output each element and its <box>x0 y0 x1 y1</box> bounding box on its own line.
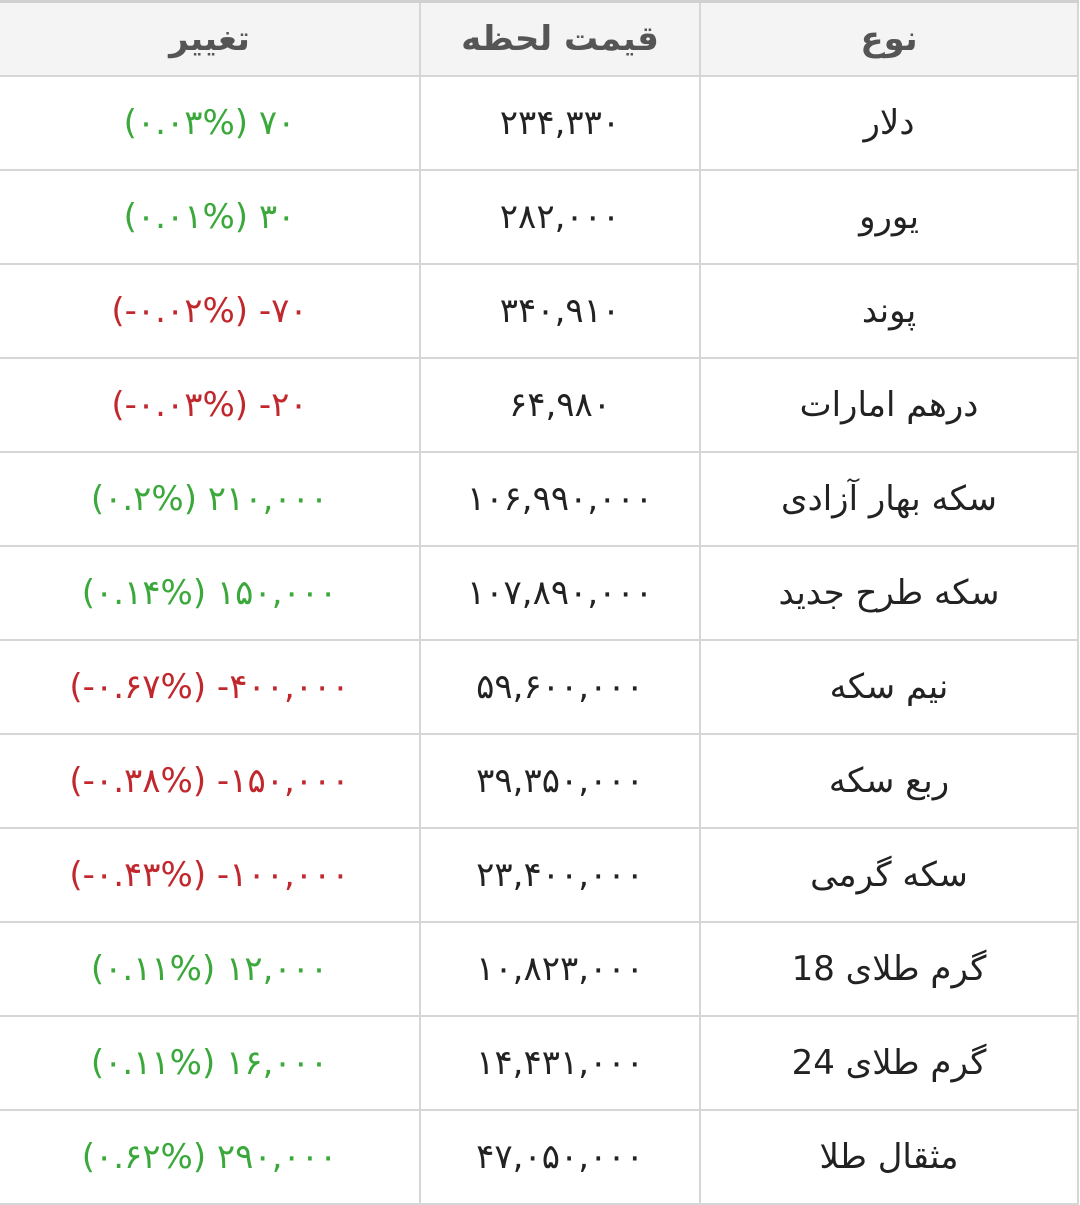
header-price: قیمت لحظه <box>419 0 701 77</box>
change-value: (۰.۰۱%) ۳۰ <box>123 197 296 237</box>
price-value: ۱۰,۸۲۳,۰۰۰ <box>476 949 644 989</box>
change-value: (-۰.۴۳%) -۱۰۰,۰۰۰ <box>69 855 350 895</box>
change-cell: (۰.۰۱%) ۳۰ <box>0 169 421 265</box>
table-row: (-۰.۴۳%) -۱۰۰,۰۰۰ ۲۳,۴۰۰,۰۰۰ سکه گرمی <box>0 827 1079 923</box>
price-cell: ۲۸۲,۰۰۰ <box>419 169 701 265</box>
type-label: ربع سکه <box>828 761 950 801</box>
table-row: (-۰.۶۷%) -۴۰۰,۰۰۰ ۵۹,۶۰۰,۰۰۰ نیم سکه <box>0 639 1079 735</box>
price-value: ۲۳۴,۳۳۰ <box>499 103 621 143</box>
price-value: ۴۷,۰۵۰,۰۰۰ <box>476 1137 644 1177</box>
type-cell: دلار <box>699 75 1079 171</box>
price-cell: ۱۰,۸۲۳,۰۰۰ <box>419 921 701 1017</box>
change-value: (۰.۲%) ۲۱۰,۰۰۰ <box>90 479 329 519</box>
table-row: (-۰.۳۸%) -۱۵۰,۰۰۰ ۳۹,۳۵۰,۰۰۰ ربع سکه <box>0 733 1079 829</box>
type-label: گرم طلای 18 <box>791 949 987 989</box>
type-label: یورو <box>859 197 919 237</box>
change-cell: (۰.۱۱%) ۱۶,۰۰۰ <box>0 1015 421 1111</box>
price-cell: ۱۰۷,۸۹۰,۰۰۰ <box>419 545 701 641</box>
change-value: (۰.۱۱%) ۱۶,۰۰۰ <box>90 1043 329 1083</box>
table-row: (۰.۱۱%) ۱۲,۰۰۰ ۱۰,۸۲۳,۰۰۰ گرم طلای 18 <box>0 921 1079 1017</box>
change-value: (-۰.۳۸%) -۱۵۰,۰۰۰ <box>69 761 350 801</box>
change-cell: (-۰.۰۳%) -۲۰ <box>0 357 421 453</box>
price-value: ۶۴,۹۸۰ <box>508 385 612 425</box>
price-cell: ۵۹,۶۰۰,۰۰۰ <box>419 639 701 735</box>
price-value: ۱۰۶,۹۹۰,۰۰۰ <box>467 479 653 519</box>
type-label: سکه بهار آزادی <box>780 479 998 519</box>
table-row: (۰.۶۲%) ۲۹۰,۰۰۰ ۴۷,۰۵۰,۰۰۰ مثقال طلا <box>0 1109 1079 1205</box>
type-cell: درهم امارات <box>699 357 1079 453</box>
change-cell: (۰.۲%) ۲۱۰,۰۰۰ <box>0 451 421 547</box>
price-value: ۳۴۰,۹۱۰ <box>499 291 621 331</box>
change-value: (۰.۱۴%) ۱۵۰,۰۰۰ <box>81 573 338 613</box>
type-cell: گرم طلای 18 <box>699 921 1079 1017</box>
change-value: (-۰.۶۷%) -۴۰۰,۰۰۰ <box>69 667 350 707</box>
type-label: سکه طرح جدید <box>778 573 1000 613</box>
type-cell: پوند <box>699 263 1079 359</box>
table-row: (۰.۲%) ۲۱۰,۰۰۰ ۱۰۶,۹۹۰,۰۰۰ سکه بهار آزادی <box>0 451 1079 547</box>
price-value: ۲۸۲,۰۰۰ <box>499 197 621 237</box>
price-cell: ۱۰۶,۹۹۰,۰۰۰ <box>419 451 701 547</box>
type-label: درهم امارات <box>799 385 979 425</box>
change-value: (۰.۰۳%) ۷۰ <box>123 103 296 143</box>
table-row: (۰.۰۳%) ۷۰ ۲۳۴,۳۳۰ دلار <box>0 75 1079 171</box>
type-label: پوند <box>861 291 917 331</box>
price-value: ۱۰۷,۸۹۰,۰۰۰ <box>467 573 653 613</box>
change-cell: (-۰.۴۳%) -۱۰۰,۰۰۰ <box>0 827 421 923</box>
price-value: ۲۳,۴۰۰,۰۰۰ <box>476 855 644 895</box>
change-cell: (-۰.۰۲%) -۷۰ <box>0 263 421 359</box>
type-cell: نیم سکه <box>699 639 1079 735</box>
price-value: ۳۹,۳۵۰,۰۰۰ <box>476 761 644 801</box>
price-cell: ۳۴۰,۹۱۰ <box>419 263 701 359</box>
change-cell: (-۰.۶۷%) -۴۰۰,۰۰۰ <box>0 639 421 735</box>
table-row: (۰.۱۱%) ۱۶,۰۰۰ ۱۴,۴۳۱,۰۰۰ گرم طلای 24 <box>0 1015 1079 1111</box>
table-row: (-۰.۰۲%) -۷۰ ۳۴۰,۹۱۰ پوند <box>0 263 1079 359</box>
type-label: مثقال طلا <box>819 1137 959 1177</box>
type-cell: سکه گرمی <box>699 827 1079 923</box>
header-change: تغییر <box>0 0 421 77</box>
price-cell: ۳۹,۳۵۰,۰۰۰ <box>419 733 701 829</box>
header-row: تغییر قیمت لحظه نوع <box>0 0 1079 77</box>
type-label: نیم سکه <box>829 667 949 707</box>
table-row: (۰.۱۴%) ۱۵۰,۰۰۰ ۱۰۷,۸۹۰,۰۰۰ سکه طرح جدید <box>0 545 1079 641</box>
price-cell: ۴۷,۰۵۰,۰۰۰ <box>419 1109 701 1205</box>
change-cell: (۰.۱۴%) ۱۵۰,۰۰۰ <box>0 545 421 641</box>
change-cell: (-۰.۳۸%) -۱۵۰,۰۰۰ <box>0 733 421 829</box>
change-value: (-۰.۰۲%) -۷۰ <box>111 291 308 331</box>
change-value: (-۰.۰۳%) -۲۰ <box>111 385 308 425</box>
price-cell: ۶۴,۹۸۰ <box>419 357 701 453</box>
change-value: (۰.۱۱%) ۱۲,۰۰۰ <box>90 949 329 989</box>
change-value: (۰.۶۲%) ۲۹۰,۰۰۰ <box>81 1137 338 1177</box>
type-label: سکه گرمی <box>810 855 968 895</box>
type-cell: ربع سکه <box>699 733 1079 829</box>
table-row: (-۰.۰۳%) -۲۰ ۶۴,۹۸۰ درهم امارات <box>0 357 1079 453</box>
price-value: ۵۹,۶۰۰,۰۰۰ <box>476 667 644 707</box>
change-cell: (۰.۶۲%) ۲۹۰,۰۰۰ <box>0 1109 421 1205</box>
type-label: گرم طلای 24 <box>791 1043 987 1083</box>
type-label: دلار <box>863 103 915 143</box>
type-cell: سکه بهار آزادی <box>699 451 1079 547</box>
type-cell: یورو <box>699 169 1079 265</box>
change-cell: (۰.۰۳%) ۷۰ <box>0 75 421 171</box>
type-cell: سکه طرح جدید <box>699 545 1079 641</box>
change-cell: (۰.۱۱%) ۱۲,۰۰۰ <box>0 921 421 1017</box>
type-cell: مثقال طلا <box>699 1109 1079 1205</box>
price-cell: ۱۴,۴۳۱,۰۰۰ <box>419 1015 701 1111</box>
table-row: (۰.۰۱%) ۳۰ ۲۸۲,۰۰۰ یورو <box>0 169 1079 265</box>
type-cell: گرم طلای 24 <box>699 1015 1079 1111</box>
price-cell: ۲۳۴,۳۳۰ <box>419 75 701 171</box>
price-value: ۱۴,۴۳۱,۰۰۰ <box>476 1043 644 1083</box>
price-cell: ۲۳,۴۰۰,۰۰۰ <box>419 827 701 923</box>
header-type: نوع <box>699 0 1079 77</box>
